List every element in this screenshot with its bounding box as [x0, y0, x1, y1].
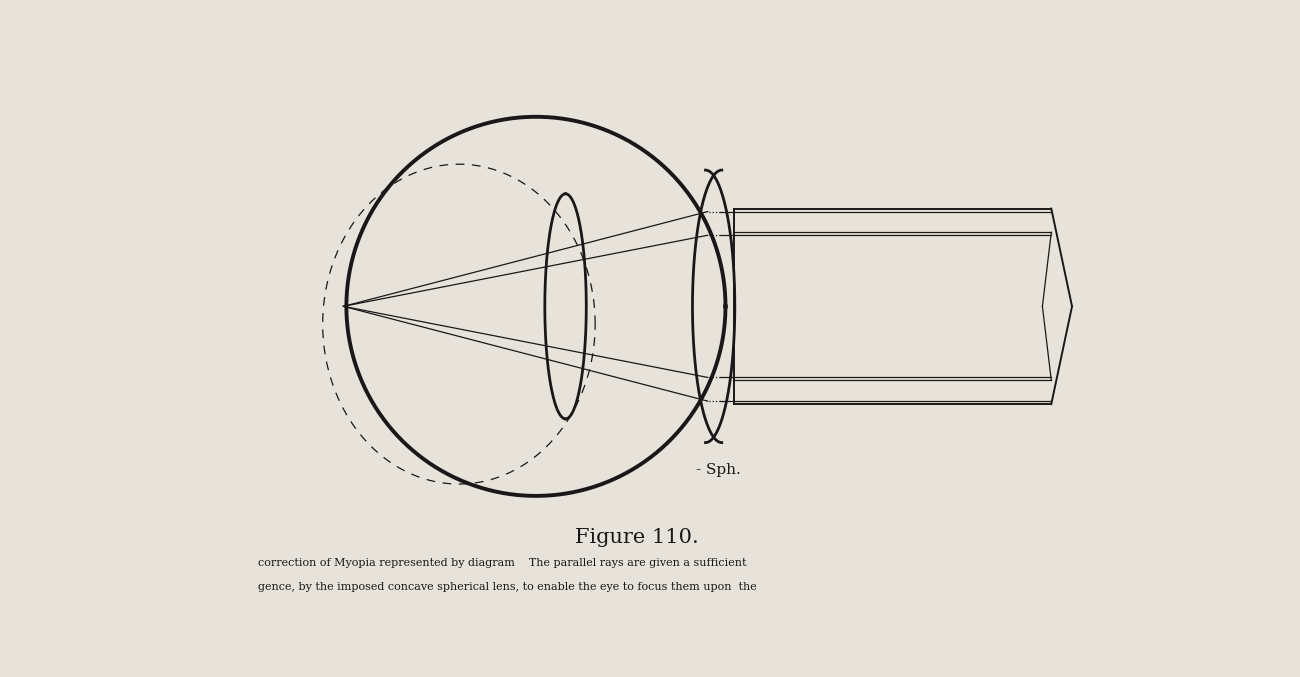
- Text: gence, by the imposed concave spherical lens, to enable the eye to focus them up: gence, by the imposed concave spherical …: [257, 582, 757, 592]
- Text: correction of Myopia represented by diagram    The parallel rays are given a suf: correction of Myopia represented by diag…: [257, 558, 746, 568]
- Text: Figure 110.: Figure 110.: [575, 529, 698, 548]
- Text: - Sph.: - Sph.: [696, 463, 741, 477]
